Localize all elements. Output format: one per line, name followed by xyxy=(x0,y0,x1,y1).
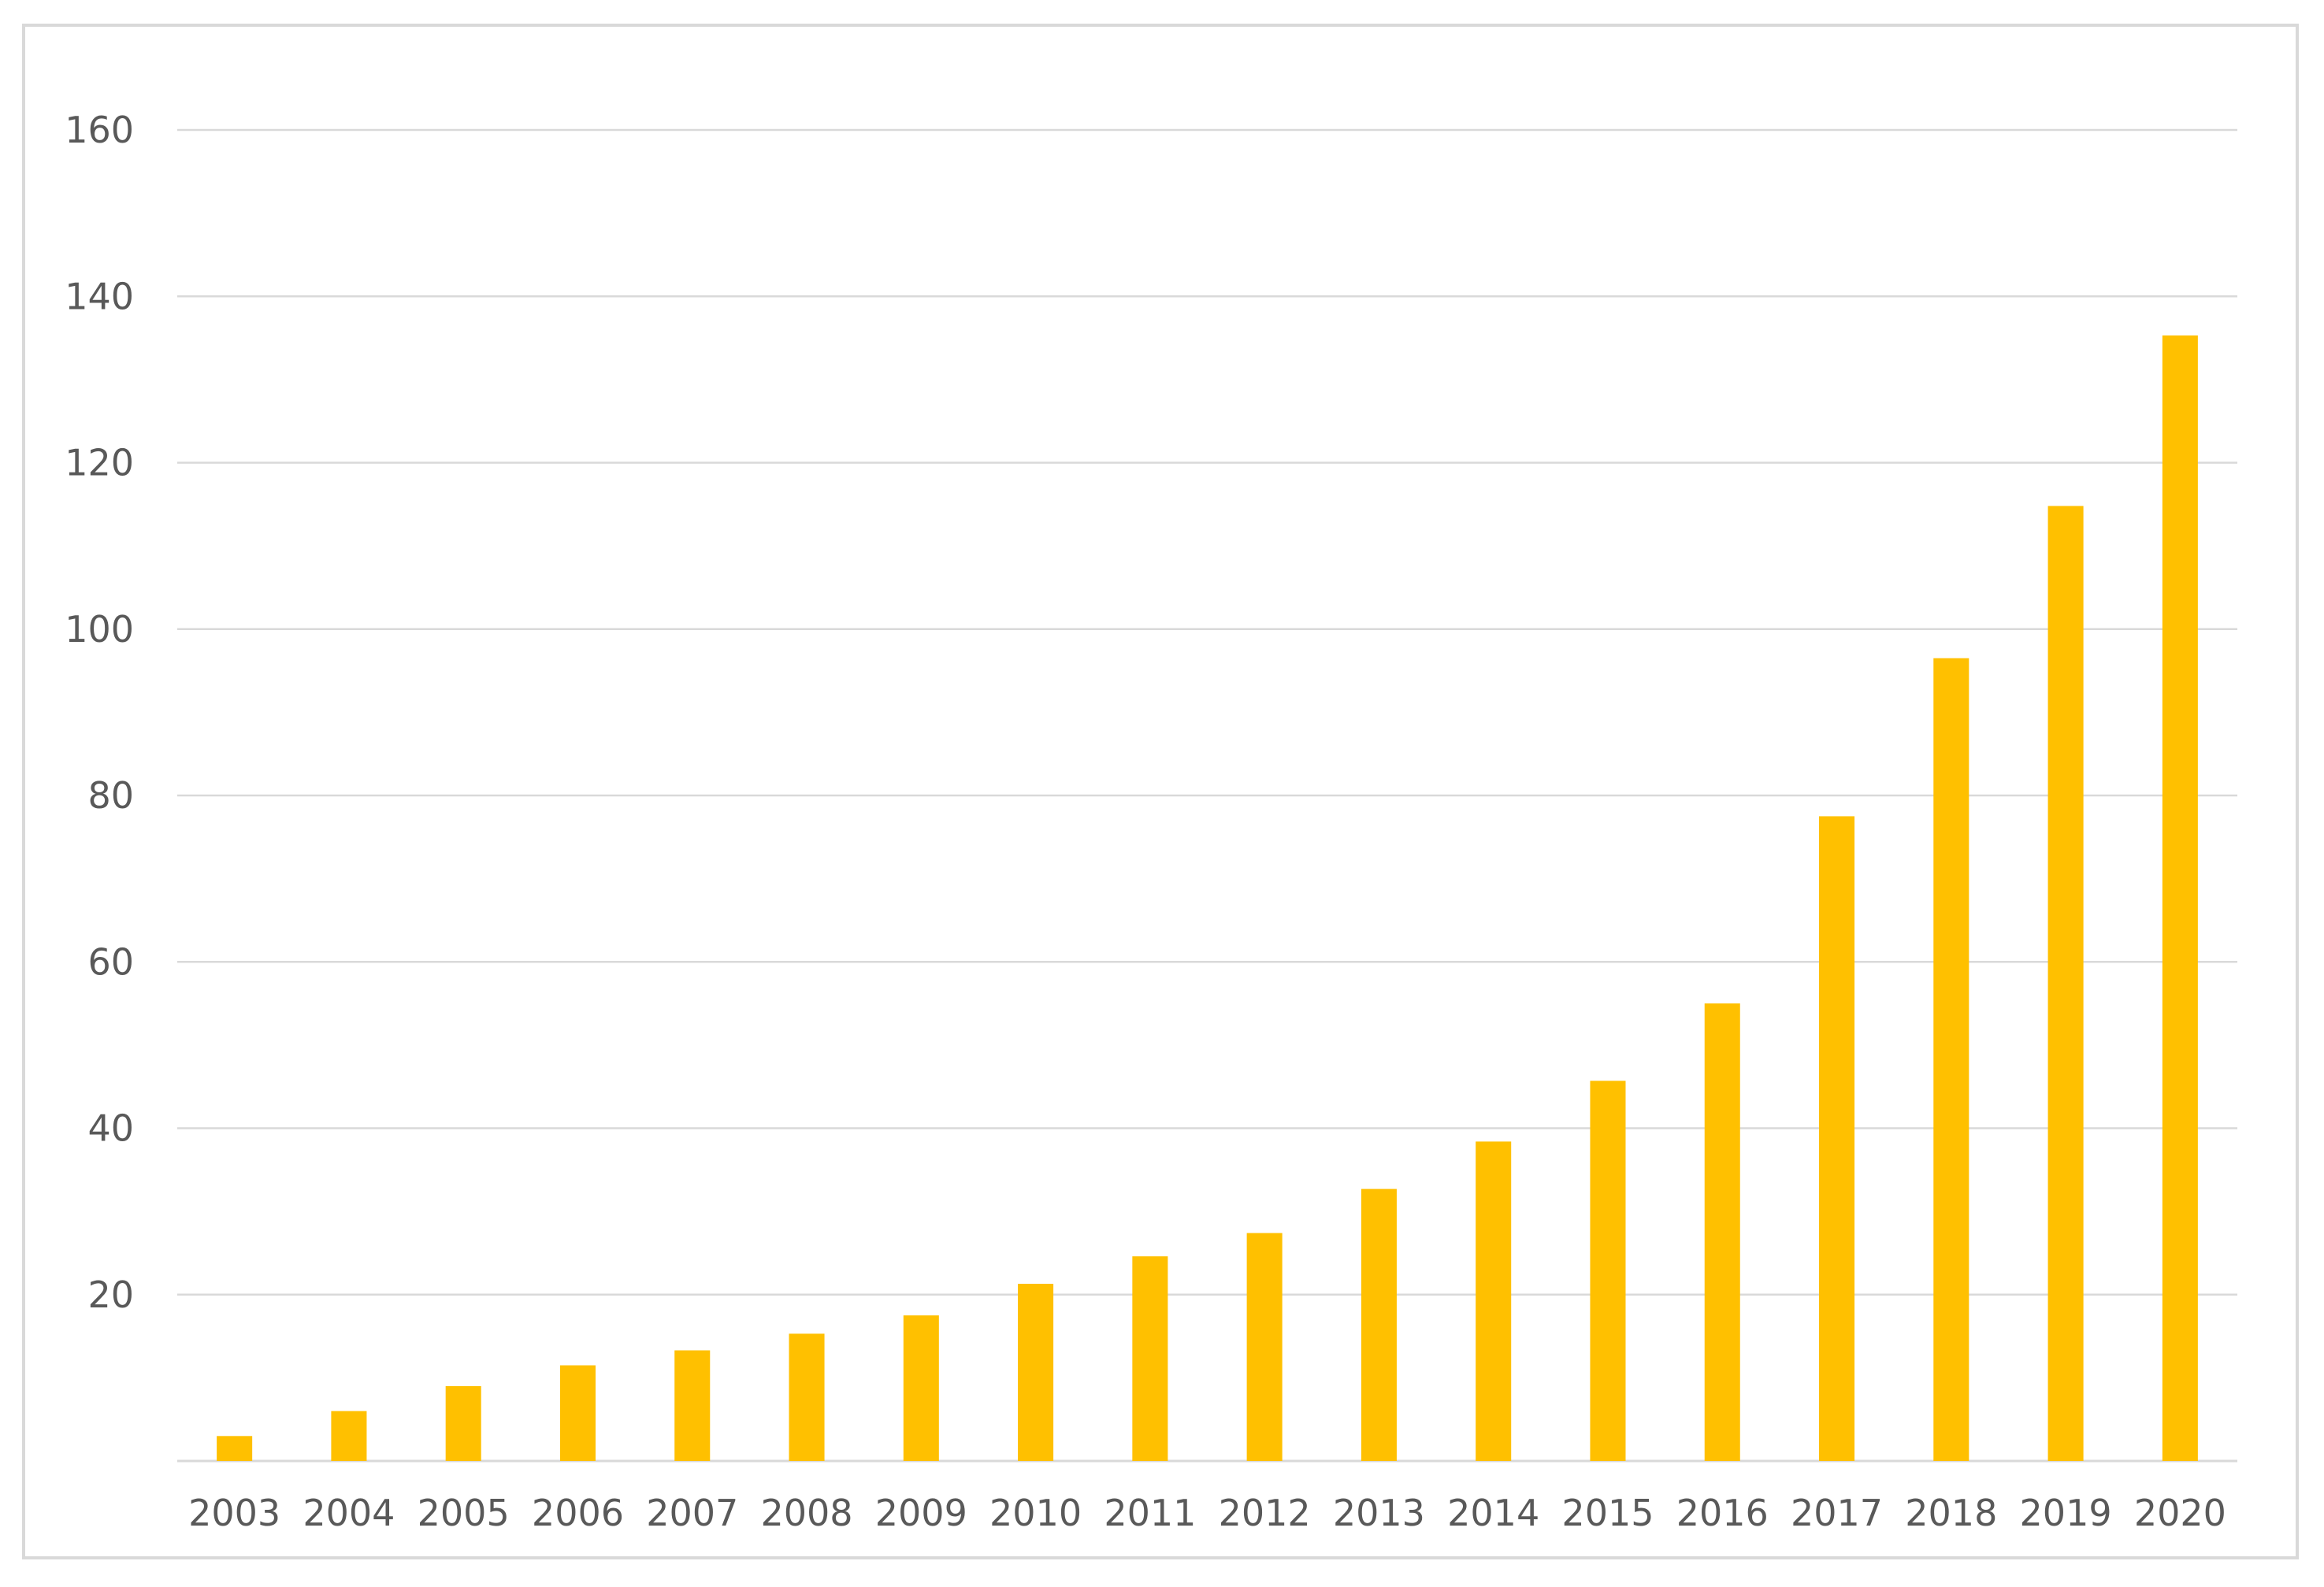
y-tick-label: 60 xyxy=(87,940,134,983)
bar-2011 xyxy=(1132,1256,1168,1461)
bars xyxy=(217,335,2198,1461)
bar-2009 xyxy=(903,1315,939,1461)
y-tick-label: 80 xyxy=(87,774,134,817)
x-tick-label: 2005 xyxy=(418,1492,510,1534)
bar-2015 xyxy=(1590,1081,1626,1461)
bar-2004 xyxy=(331,1411,367,1461)
bar-2010 xyxy=(1018,1284,1054,1461)
x-tick-label: 2014 xyxy=(1447,1492,1539,1534)
x-tick-label: 2013 xyxy=(1333,1492,1425,1534)
y-tick-label: 100 xyxy=(65,608,134,651)
x-tick-label: 2018 xyxy=(1905,1492,1997,1534)
bar-2017 xyxy=(1819,816,1855,1461)
x-tick-label: 2003 xyxy=(188,1492,280,1534)
x-tick-label: 2011 xyxy=(1104,1492,1196,1534)
x-tick-label: 2009 xyxy=(875,1492,967,1534)
y-tick-label: 20 xyxy=(87,1274,134,1316)
y-axis-ticks: 20 40 60 80 100 120 140 160 xyxy=(65,109,134,1316)
y-tick-label: 160 xyxy=(65,109,134,151)
x-tick-label: 2008 xyxy=(760,1492,852,1534)
x-tick-label: 2020 xyxy=(2134,1492,2226,1534)
x-axis-ticks: 2003 2004 2005 2006 2007 2008 2009 2010 2011 2012… xyxy=(188,1492,2226,1534)
x-tick-label: 2017 xyxy=(1791,1492,1883,1534)
bar-2013 xyxy=(1361,1188,1397,1461)
bar-2014 xyxy=(1476,1141,1512,1461)
x-tick-label: 2016 xyxy=(1676,1492,1769,1534)
y-tick-label: 120 xyxy=(65,442,134,484)
bar-2018 xyxy=(1933,658,1969,1461)
y-tick-label: 140 xyxy=(65,275,134,317)
bar-2006 xyxy=(559,1365,596,1461)
bar-2012 xyxy=(1246,1233,1283,1461)
x-tick-label: 2019 xyxy=(2020,1492,2112,1534)
x-tick-label: 2015 xyxy=(1561,1492,1654,1534)
bar-2003 xyxy=(217,1436,253,1461)
bar-2008 xyxy=(789,1333,825,1461)
bar-2007 xyxy=(674,1350,711,1461)
y-tick-label: 40 xyxy=(87,1107,134,1150)
x-tick-label: 2012 xyxy=(1219,1492,1311,1534)
bar-2005 xyxy=(445,1385,481,1461)
x-tick-label: 2006 xyxy=(532,1492,624,1534)
x-tick-label: 2007 xyxy=(646,1492,738,1534)
bar-2016 xyxy=(1704,1003,1740,1461)
x-tick-label: 2004 xyxy=(303,1492,395,1534)
gridlines xyxy=(177,128,2237,1463)
x-tick-label: 2010 xyxy=(989,1492,1082,1534)
bar-2019 xyxy=(2047,506,2084,1461)
bar-2020 xyxy=(2162,335,2198,1461)
